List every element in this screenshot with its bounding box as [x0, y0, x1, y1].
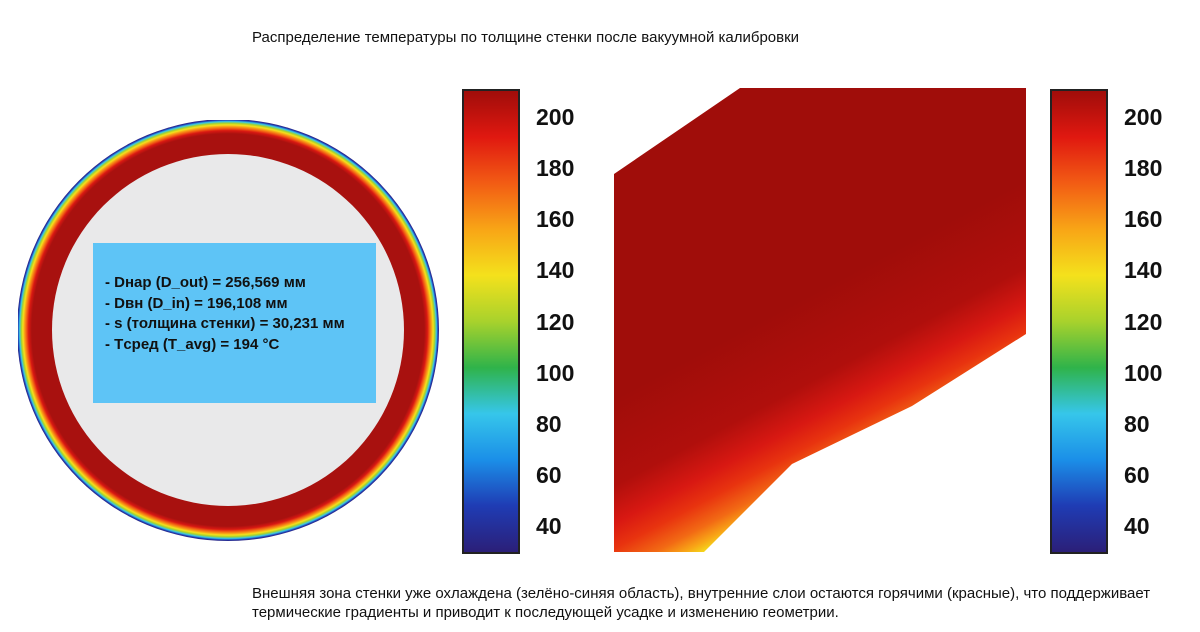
info-d-out: - Dнар (D_out) = 256,569 мм [105, 274, 306, 291]
figure-caption: Внешняя зона стенки уже охлаждена (зелён… [252, 584, 1151, 622]
dimensions-info-box: - Dнар (D_out) = 256,569 мм - Dвн (D_in)… [93, 243, 376, 403]
colorbar-left-tick-80: 80 [536, 410, 562, 437]
info-thickness: - s (толщина стенки) = 30,231 мм [105, 315, 345, 332]
colorbar-right-tick-100: 100 [1124, 359, 1163, 386]
caption-line-2: термические градиенты и приводит к после… [252, 604, 839, 621]
info-d-in: - Dвн (D_in) = 196,108 мм [105, 294, 288, 312]
colorbar-right-tick-80: 80 [1124, 410, 1150, 437]
colorbar-left-ticks: 200 180 160 140 120 100 80 60 40 [530, 0, 600, 632]
colorbar-right-tick-120: 120 [1124, 308, 1163, 335]
colorbar-right-tick-200: 200 [1124, 103, 1163, 130]
caption-line-1: Внешняя зона стенки уже охлаждена (зелён… [252, 585, 1151, 602]
colorbar-left-tick-160: 160 [536, 206, 575, 233]
figure-title: Распределение температуры по толщине сте… [252, 29, 800, 46]
colorbar-right-tick-40: 40 [1124, 513, 1150, 540]
colorbar-left-tick-100: 100 [536, 359, 575, 386]
colorbar-right-tick-140: 140 [1124, 257, 1163, 284]
colorbar-right-tick-160: 160 [1124, 206, 1163, 233]
wall-section-plot [614, 88, 1026, 552]
info-t-avg: - Tсред (T_avg) = 194 °C [105, 335, 280, 353]
colorbar-left-tick-200: 200 [536, 103, 575, 130]
colorbar-right-tick-180: 180 [1124, 154, 1163, 181]
colorbar-left [462, 89, 520, 554]
colorbar-left-tick-140: 140 [536, 257, 575, 284]
colorbar-left-tick-40: 40 [536, 513, 562, 540]
colorbar-left-tick-60: 60 [536, 462, 562, 489]
colorbar-left-tick-180: 180 [536, 154, 575, 181]
wall-temperature-field [614, 88, 1026, 552]
colorbar-right [1050, 89, 1108, 554]
colorbar-right-ticks: 200 180 160 140 120 100 80 60 40 [1118, 0, 1188, 632]
colorbar-right-tick-60: 60 [1124, 462, 1150, 489]
colorbar-left-tick-120: 120 [536, 308, 575, 335]
